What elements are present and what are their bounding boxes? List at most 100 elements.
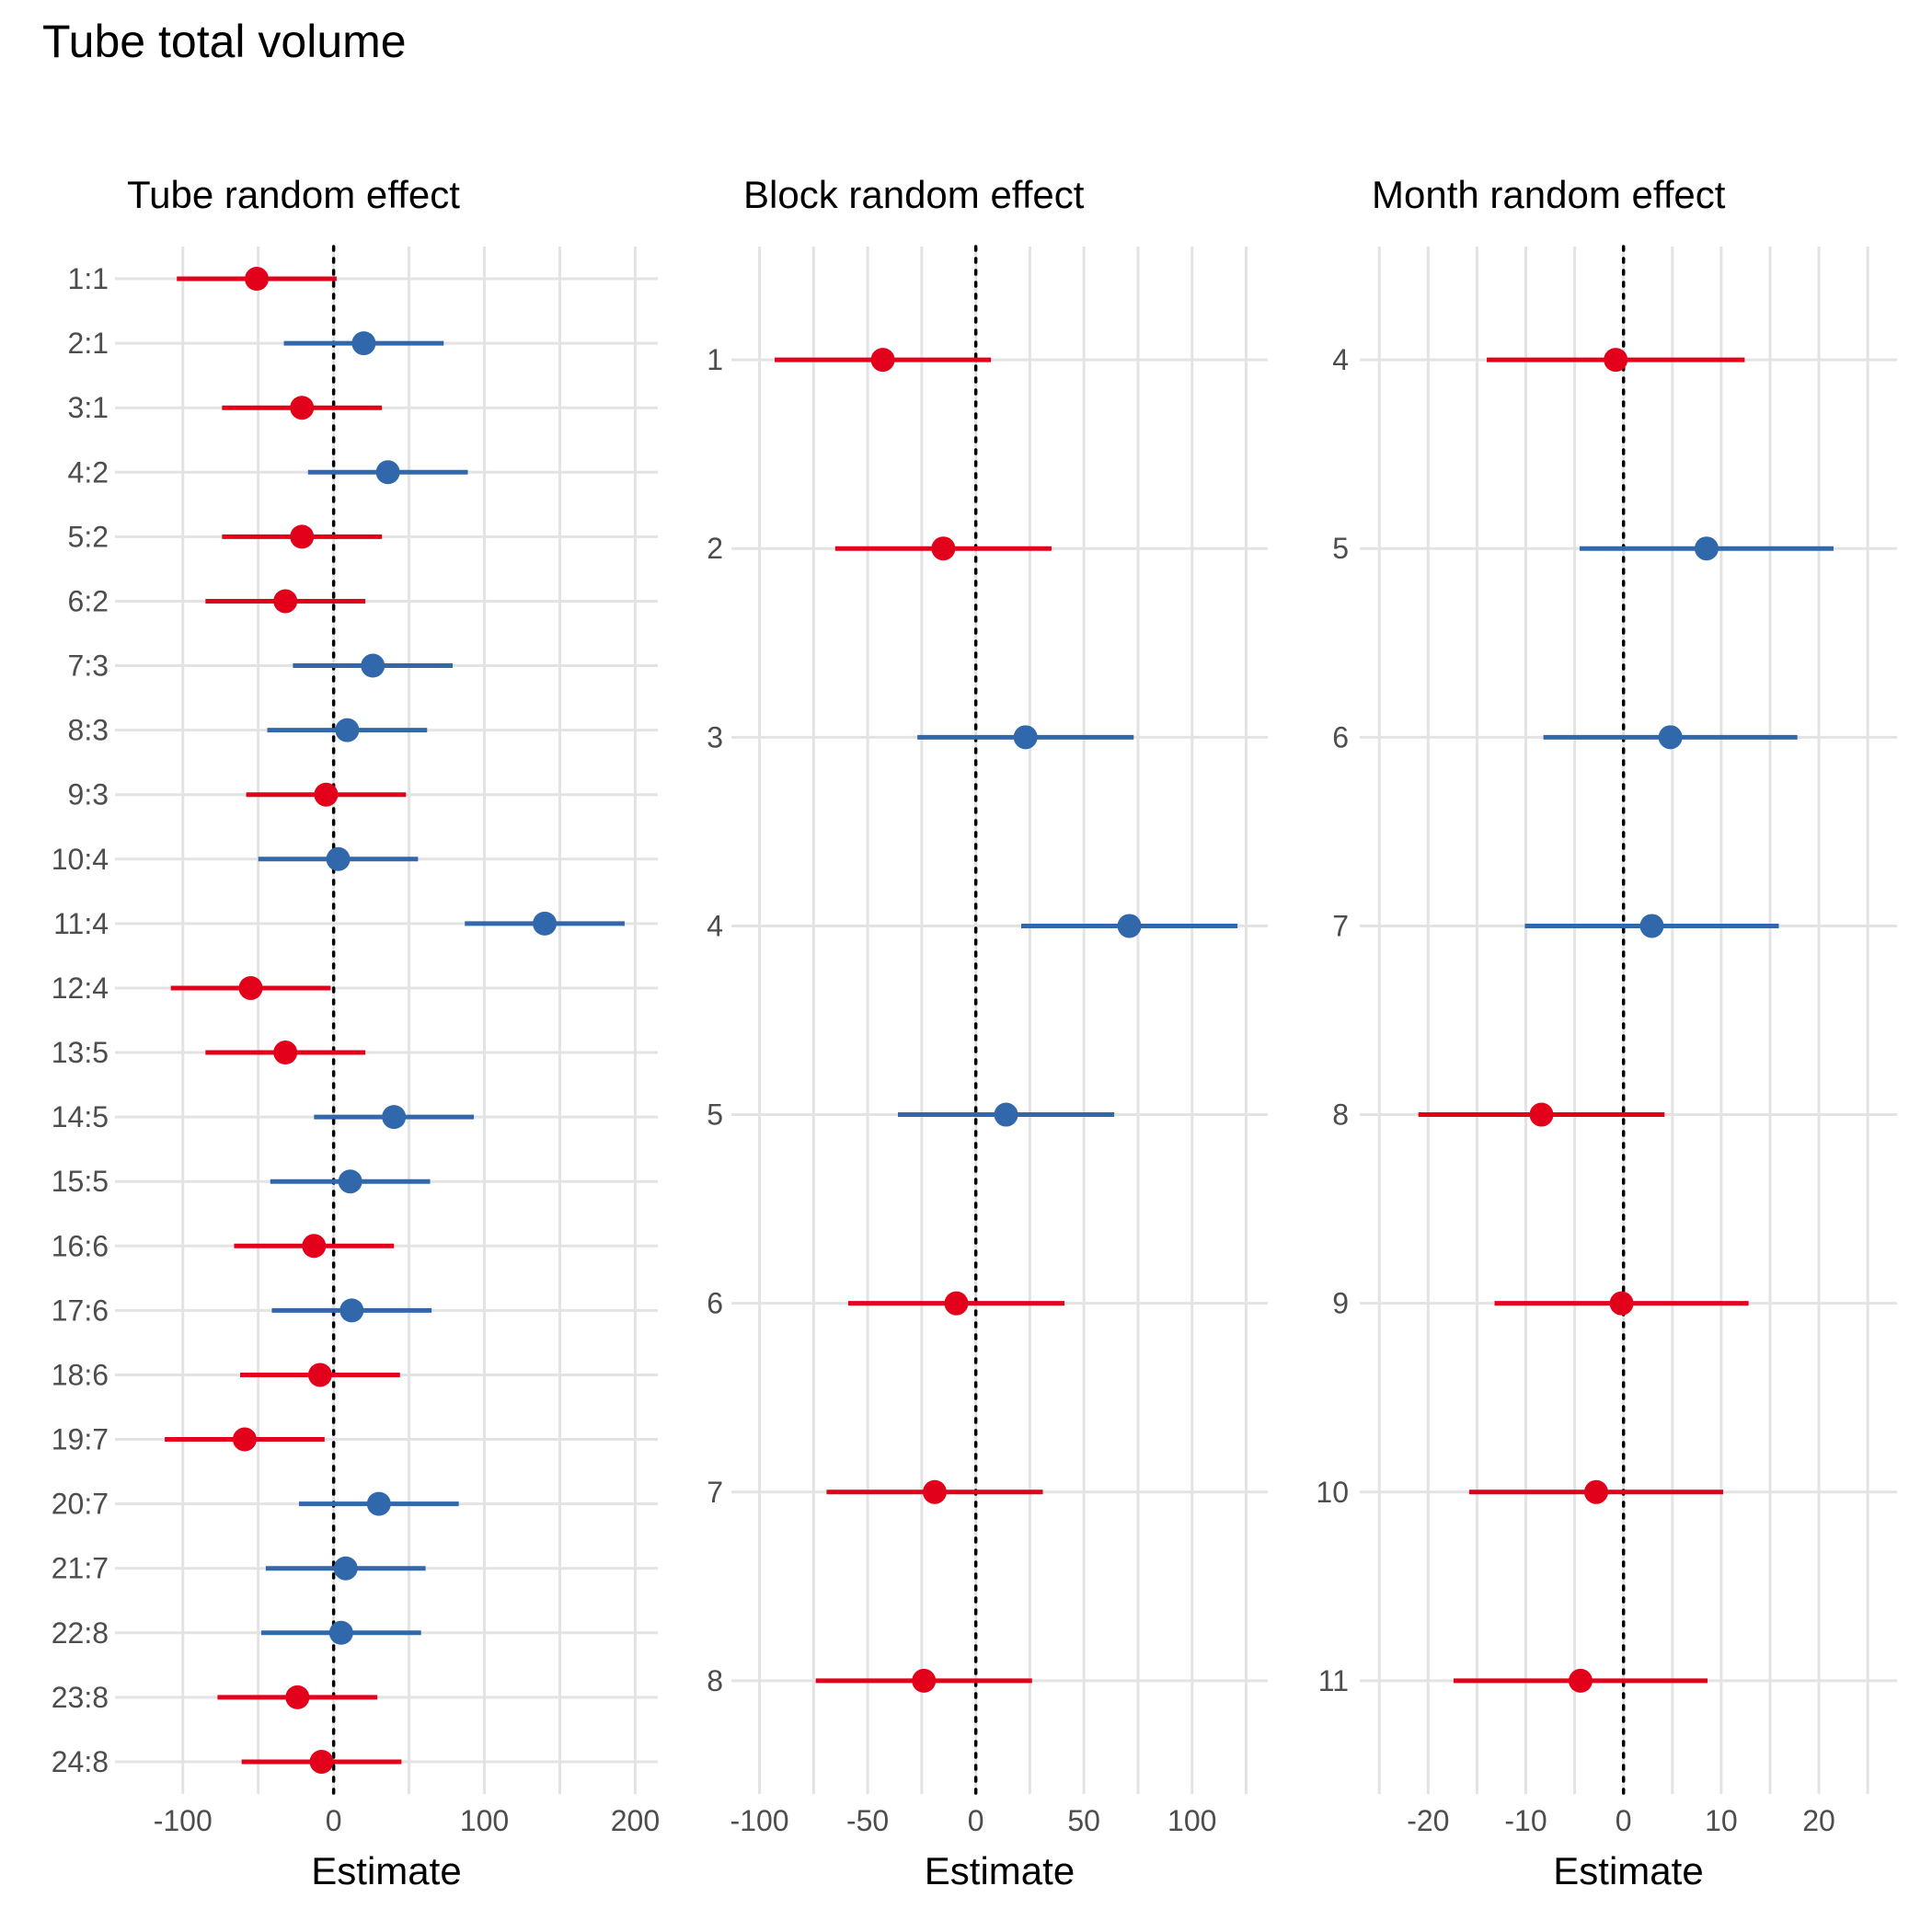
estimate-point bbox=[314, 782, 339, 807]
panels: 1:1 2:1 3:1 4:2 5:2 6:2 7:3 8:3 9:3 10:4 11:4 12:4 1… bbox=[52, 173, 1897, 1892]
y-tick-label: 10 bbox=[1316, 1476, 1349, 1509]
estimate-point bbox=[1639, 914, 1664, 938]
y-tick-label: 2 bbox=[707, 532, 723, 565]
y-tick-label: 6 bbox=[707, 1287, 723, 1320]
estimate-point bbox=[273, 1041, 298, 1065]
estimate-point bbox=[273, 589, 298, 614]
y-tick-label: 12:4 bbox=[52, 972, 109, 1005]
estimate-point bbox=[290, 524, 315, 549]
x-tick-label: -100 bbox=[154, 1804, 213, 1837]
estimate-point bbox=[1609, 1291, 1634, 1316]
y-tick-label: 20:7 bbox=[52, 1488, 109, 1521]
y-tick-label: 13:5 bbox=[52, 1036, 109, 1069]
y-tick-label: 19:7 bbox=[52, 1423, 109, 1456]
y-tick-label: 9:3 bbox=[68, 778, 109, 811]
estimate-point bbox=[309, 1749, 334, 1774]
y-tick-label: 14:5 bbox=[52, 1100, 109, 1133]
estimate-point bbox=[290, 396, 315, 420]
x-axis-label: Estimate bbox=[1553, 1849, 1703, 1892]
x-axis-label: Estimate bbox=[311, 1849, 461, 1892]
estimate-point bbox=[328, 1620, 353, 1645]
y-tick-label: 8:3 bbox=[68, 714, 109, 747]
estimate-point bbox=[285, 1685, 310, 1709]
y-tick-label: 4 bbox=[1332, 343, 1349, 376]
estimate-point bbox=[1529, 1102, 1554, 1127]
estimate-point bbox=[1583, 1479, 1608, 1504]
y-tick-label: 21:7 bbox=[52, 1552, 109, 1585]
y-tick-label: 3 bbox=[707, 720, 723, 753]
y-tick-label: 8 bbox=[1332, 1098, 1349, 1132]
x-tick-label: 100 bbox=[460, 1804, 509, 1837]
estimate-point bbox=[533, 911, 558, 936]
estimate-point bbox=[307, 1363, 332, 1387]
panel-3: 4 5 6 7 8 9 10 11 -20 -10 0 10 20 Month random effect… bbox=[1316, 173, 1897, 1892]
estimate-point bbox=[944, 1291, 969, 1316]
y-tick-label: 23:8 bbox=[52, 1681, 109, 1714]
estimate-point bbox=[1117, 914, 1142, 938]
y-tick-label: 6 bbox=[1332, 720, 1349, 753]
estimate-point bbox=[382, 1105, 407, 1130]
estimate-point bbox=[335, 718, 360, 742]
estimate-point bbox=[375, 460, 400, 485]
panel-1: 1:1 2:1 3:1 4:2 5:2 6:2 7:3 8:3 9:3 10:4 11:4 12:4 1… bbox=[52, 173, 660, 1892]
y-tick-label: 11 bbox=[1318, 1664, 1349, 1697]
x-tick-label: 200 bbox=[611, 1804, 660, 1837]
estimate-point bbox=[912, 1668, 937, 1693]
y-tick-label: 15:5 bbox=[52, 1165, 109, 1198]
estimate-point bbox=[338, 1169, 362, 1194]
estimate-point bbox=[994, 1102, 1018, 1127]
y-tick-label: 5:2 bbox=[68, 520, 109, 553]
estimate-point bbox=[1694, 536, 1719, 561]
x-tick-label: -20 bbox=[1407, 1804, 1449, 1837]
estimate-point bbox=[931, 536, 956, 561]
estimate-point bbox=[361, 653, 385, 678]
panel-2: 1 2 3 4 5 6 7 8 -100 -50 0 50 100 Block random effect… bbox=[707, 173, 1268, 1892]
y-tick-label: 11:4 bbox=[53, 907, 109, 940]
figure-title: Tube total volume bbox=[42, 16, 407, 67]
y-tick-label: 16:6 bbox=[52, 1229, 109, 1262]
panel-title: Month random effect bbox=[1372, 173, 1726, 216]
estimate-point bbox=[351, 331, 376, 356]
y-tick-label: 1:1 bbox=[68, 262, 109, 295]
estimate-point bbox=[1013, 725, 1038, 750]
x-tick-label: -50 bbox=[846, 1804, 889, 1837]
x-tick-label: -100 bbox=[730, 1804, 789, 1837]
y-tick-label: 5 bbox=[1332, 532, 1349, 565]
estimate-point bbox=[232, 1427, 257, 1452]
estimate-point bbox=[922, 1479, 947, 1504]
y-tick-label: 7 bbox=[707, 1476, 723, 1509]
x-tick-label: 0 bbox=[968, 1804, 984, 1837]
x-tick-label: 10 bbox=[1705, 1804, 1738, 1837]
estimate-point bbox=[1658, 725, 1683, 750]
estimate-point bbox=[333, 1556, 358, 1581]
y-tick-label: 6:2 bbox=[68, 584, 109, 617]
estimate-point bbox=[870, 348, 895, 373]
estimate-point bbox=[1604, 348, 1628, 373]
estimate-point bbox=[366, 1491, 391, 1516]
y-tick-label: 18:6 bbox=[52, 1358, 109, 1391]
x-axis-label: Estimate bbox=[925, 1849, 1075, 1892]
y-tick-label: 4:2 bbox=[68, 455, 109, 489]
y-tick-label: 1 bbox=[707, 343, 723, 376]
y-tick-label: 17:6 bbox=[52, 1294, 109, 1327]
y-tick-label: 22:8 bbox=[52, 1616, 109, 1650]
y-tick-label: 3:1 bbox=[68, 391, 109, 424]
y-tick-label: 7:3 bbox=[68, 650, 109, 683]
estimate-point bbox=[326, 846, 351, 871]
estimate-point bbox=[302, 1234, 327, 1259]
x-tick-label: -10 bbox=[1504, 1804, 1547, 1837]
estimate-point bbox=[1568, 1668, 1593, 1693]
x-tick-label: 0 bbox=[326, 1804, 342, 1837]
estimate-point bbox=[245, 267, 270, 292]
x-tick-label: 0 bbox=[1616, 1804, 1632, 1837]
y-tick-label: 7 bbox=[1332, 909, 1349, 942]
y-tick-label: 24:8 bbox=[52, 1745, 109, 1778]
y-tick-label: 8 bbox=[707, 1664, 723, 1697]
y-tick-label: 5 bbox=[707, 1098, 723, 1132]
x-tick-label: 20 bbox=[1802, 1804, 1835, 1837]
panel-title: Block random effect bbox=[743, 173, 1085, 216]
panel-title: Tube random effect bbox=[127, 173, 460, 216]
y-tick-label: 4 bbox=[707, 909, 723, 942]
y-tick-label: 9 bbox=[1332, 1287, 1349, 1320]
